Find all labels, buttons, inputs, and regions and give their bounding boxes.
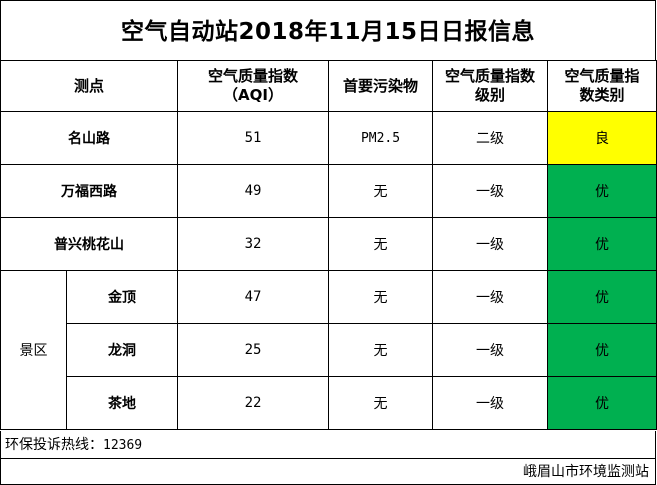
primary-pollutant: 无 — [328, 376, 434, 430]
table-header-row: 测点 空气质量指数 （AQI） 首要污染物 空气质量指数 级别 空气质量指 数类… — [0, 60, 657, 112]
aqi-level: 一级 — [432, 164, 549, 218]
scenic-group-label: 景区 — [0, 270, 67, 430]
aqi-value: 49 — [177, 164, 330, 218]
primary-pollutant: 无 — [328, 323, 434, 377]
aqi-category: 优 — [547, 376, 657, 430]
header-level: 空气质量指数 级别 — [432, 60, 549, 112]
aqi-value: 22 — [177, 376, 330, 430]
aqi-value: 47 — [177, 270, 330, 324]
header-site: 测点 — [0, 60, 179, 112]
site-name: 金顶 — [65, 270, 179, 324]
table-row: 万福西路 49 无 一级 优 — [0, 164, 657, 218]
aqi-value: 25 — [177, 323, 330, 377]
table-row: 景区 金顶 47 无 一级 优 — [0, 270, 657, 430]
header-aqi-line2: （AQI） — [223, 86, 283, 104]
aqi-category: 良 — [547, 111, 657, 165]
header-level-line1: 空气质量指数 — [445, 67, 536, 85]
aqi-category: 优 — [547, 164, 657, 218]
hotline-number: 12369 — [103, 438, 143, 453]
aqi-level: 一级 — [432, 376, 549, 430]
aqi-table: 测点 空气质量指数 （AQI） 首要污染物 空气质量指数 级别 空气质量指 数类… — [0, 60, 657, 430]
aqi-category: 优 — [547, 323, 657, 377]
site-name: 龙洞 — [65, 323, 179, 377]
aqi-level: 一级 — [432, 270, 549, 324]
primary-pollutant: 无 — [328, 164, 434, 218]
site-name: 名山路 — [0, 111, 179, 165]
aqi-level: 一级 — [432, 323, 549, 377]
hotline-label: 环保投诉热线： — [5, 437, 103, 453]
issuing-organization: 峨眉山市环境监测站 — [0, 459, 656, 485]
header-category: 空气质量指 数类别 — [547, 60, 657, 112]
header-category-line2: 数类别 — [579, 86, 625, 104]
primary-pollutant: PM2.5 — [328, 111, 434, 165]
site-name: 茶地 — [65, 376, 179, 430]
header-aqi-line1: 空气质量指数 — [208, 67, 299, 85]
header-category-line1: 空气质量指 — [564, 67, 640, 85]
primary-pollutant: 无 — [328, 217, 434, 271]
table-row: 龙洞 25 无 一级 优 — [1, 323, 657, 377]
table-row: 普兴桃花山 32 无 一级 优 — [0, 217, 657, 271]
aqi-value: 32 — [177, 217, 330, 271]
header-level-line2: 级别 — [475, 86, 506, 104]
site-name: 普兴桃花山 — [0, 217, 179, 271]
aqi-category: 优 — [547, 217, 657, 271]
complaint-hotline: 环保投诉热线：12369 — [0, 431, 656, 459]
site-name: 万福西路 — [0, 164, 179, 218]
primary-pollutant: 无 — [328, 270, 434, 324]
aqi-level: 二级 — [432, 111, 549, 165]
aqi-value: 51 — [177, 111, 330, 165]
aqi-category: 优 — [547, 270, 657, 324]
header-aqi: 空气质量指数 （AQI） — [177, 60, 330, 112]
table-row: 茶地 22 无 一级 优 — [1, 376, 657, 430]
aqi-level: 一级 — [432, 217, 549, 271]
header-pollutant: 首要污染物 — [328, 60, 434, 112]
report-title: 空气自动站2018年11月15日日报信息 — [0, 0, 656, 60]
table-row: 名山路 51 PM2.5 二级 良 — [0, 111, 657, 165]
